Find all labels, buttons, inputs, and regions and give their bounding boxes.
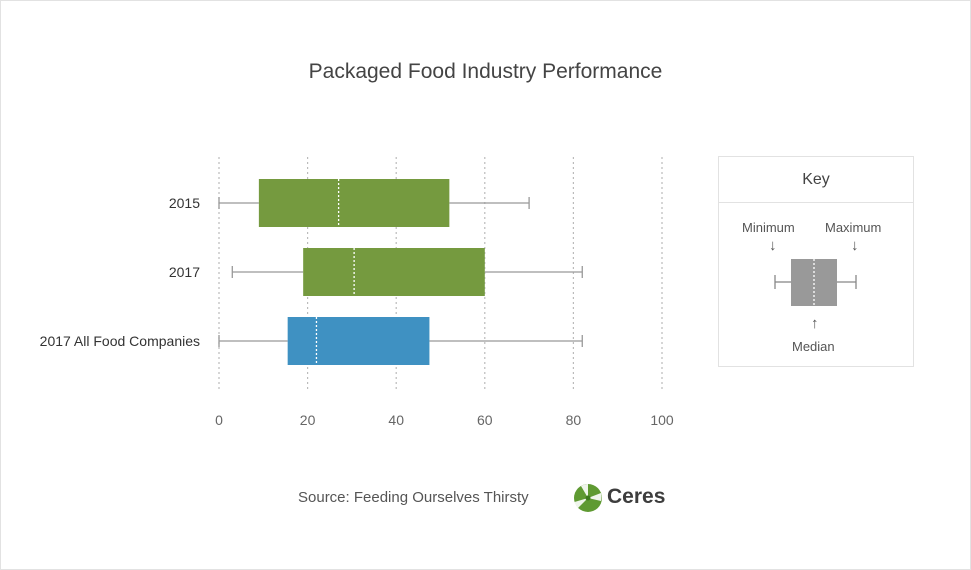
x-tick-label-1: 20 xyxy=(300,412,316,428)
x-tick-label-4: 80 xyxy=(566,412,582,428)
key-maximum-arrow-icon: ↓ xyxy=(851,237,859,254)
category-label-1: 2017 xyxy=(169,264,200,280)
key-median-arrow-icon: ↑ xyxy=(811,315,819,332)
key-sample-iqr xyxy=(791,259,837,306)
key-median-label: Median xyxy=(792,339,835,354)
ceres-logo-text: Ceres xyxy=(607,485,666,508)
box-iqr-2 xyxy=(287,317,430,365)
x-tick-label-3: 60 xyxy=(477,412,493,428)
x-tick-label-5: 100 xyxy=(650,412,674,428)
x-tick-label-2: 40 xyxy=(388,412,404,428)
key-minimum-arrow-icon: ↓ xyxy=(769,237,777,254)
ceres-logo: Ceres xyxy=(573,483,666,515)
box-iqr-1 xyxy=(303,248,485,296)
key-maximum-label: Maximum xyxy=(825,220,882,235)
key-title: Key xyxy=(719,157,913,203)
key-sample-box xyxy=(774,259,857,306)
key-minimum-label: Minimum xyxy=(742,220,795,235)
x-tick-label-0: 0 xyxy=(215,412,223,428)
box-iqr-0 xyxy=(258,179,450,227)
chart-title: Packaged Food Industry Performance xyxy=(308,60,663,83)
category-label-0: 2015 xyxy=(169,195,200,211)
legend-key: Key Minimum Maximum ↓ ↓ ↑ Median xyxy=(718,156,914,367)
source-note: Source: Feeding Ourselves Thirsty xyxy=(298,489,529,506)
ceres-logo-icon xyxy=(574,484,602,512)
category-label-2: 2017 All Food Companies xyxy=(40,333,200,349)
